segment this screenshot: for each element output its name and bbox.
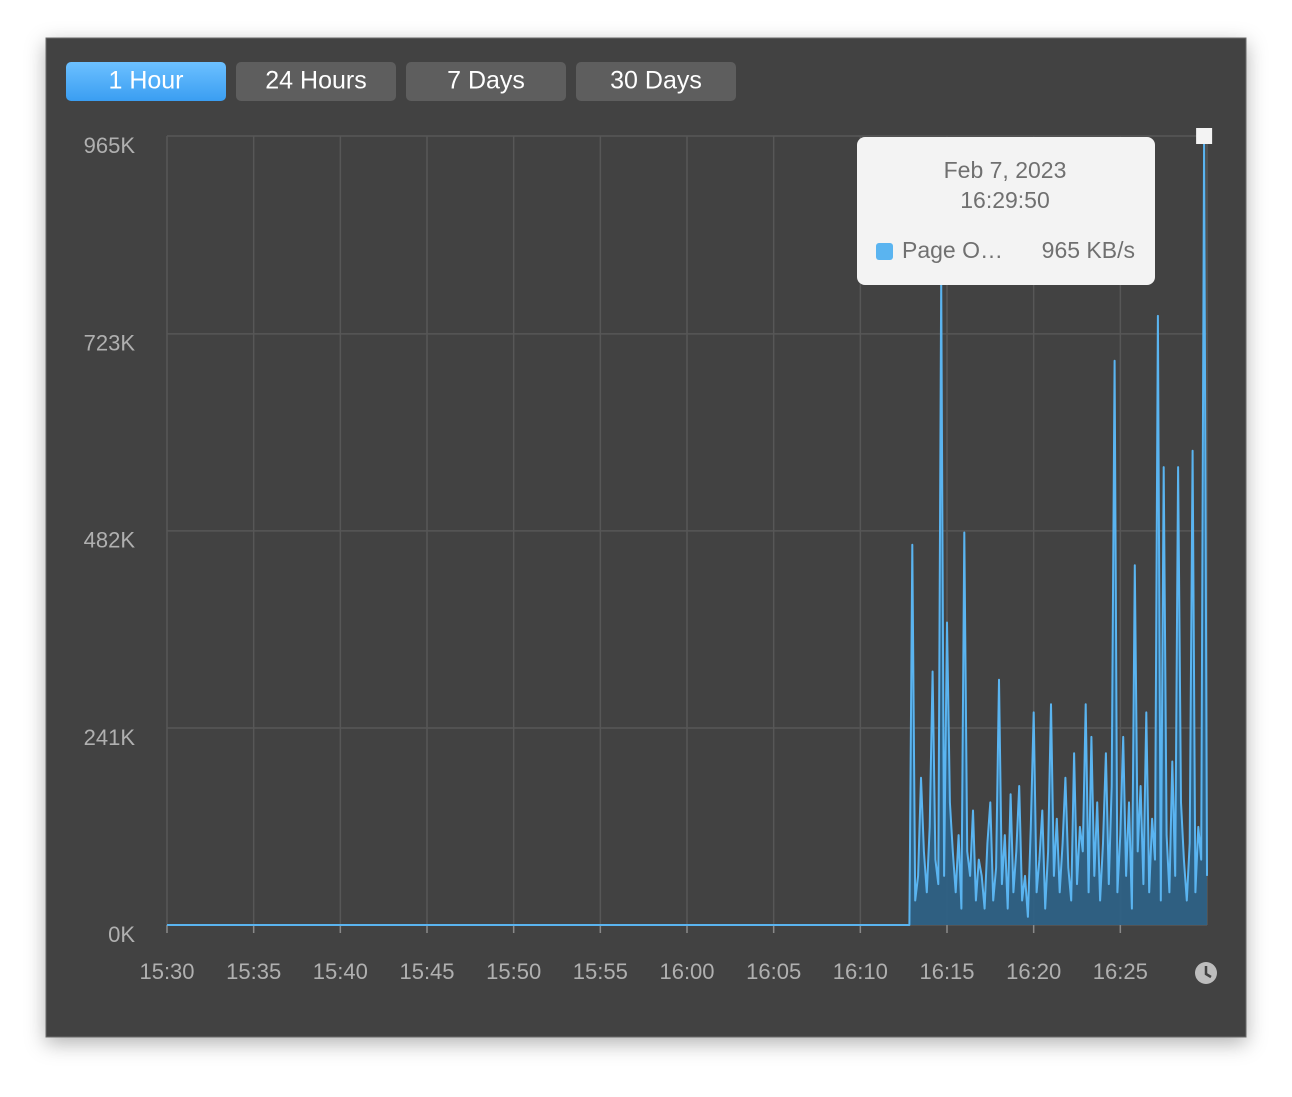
area <box>167 136 1207 925</box>
tooltip-time: 16:29:50 <box>960 187 1050 213</box>
y-tick-label: 965K <box>84 133 136 158</box>
button-label: 24 Hours <box>265 67 366 95</box>
tooltip-value: 965 KB/s <box>1042 237 1135 263</box>
button-label: 1 Hour <box>108 67 183 95</box>
tooltip-swatch <box>876 243 893 260</box>
button-label: 7 Days <box>447 67 525 95</box>
tooltip-date: Feb 7, 2023 <box>944 157 1067 183</box>
x-tick-label: 16:20 <box>1006 959 1061 984</box>
x-tick-label: 15:55 <box>573 959 628 984</box>
x-tick-label: 15:35 <box>226 959 281 984</box>
x-tick-label: 15:40 <box>313 959 368 984</box>
button-bg <box>406 62 566 101</box>
y-tick-label: 0K <box>108 922 135 947</box>
button-bg <box>236 62 396 101</box>
x-tick-label: 16:10 <box>833 959 888 984</box>
x-tick-label: 15:30 <box>139 959 194 984</box>
clock-icon <box>1195 962 1217 984</box>
range-button[interactable]: 1 Hour <box>66 62 226 101</box>
x-tick-label: 15:50 <box>486 959 541 984</box>
x-tick-label: 16:15 <box>919 959 974 984</box>
range-button[interactable]: 30 Days <box>576 62 736 101</box>
button-bg <box>576 62 736 101</box>
y-tick-label: 482K <box>84 528 136 553</box>
toolbar: 1 Hour 24 Hours 7 Days 30 Days <box>66 62 736 101</box>
button-label: 30 Days <box>610 67 702 95</box>
button-bg <box>66 62 226 101</box>
x-tick-label: 16:05 <box>746 959 801 984</box>
x-tick-label: 16:00 <box>659 959 714 984</box>
y-tick-label: 723K <box>84 331 136 356</box>
x-tick-label: 15:45 <box>399 959 454 984</box>
tooltip-series: Page O… <box>902 237 1003 263</box>
tooltip: Feb 7, 2023 16:29:50 Page O… 965 KB/s <box>857 137 1155 285</box>
range-button[interactable]: 24 Hours <box>236 62 396 101</box>
plot: 0K 241K 482K 723K 965K 15:30 15:35 15:40 15:45 15… <box>84 133 1208 984</box>
tooltip-box <box>857 137 1155 285</box>
x-tick-label: 16:25 <box>1093 959 1148 984</box>
line <box>167 135 1208 926</box>
range-button[interactable]: 7 Days <box>406 62 566 101</box>
y-tick-label: 241K <box>84 725 136 750</box>
hover-marker <box>1196 128 1213 144</box>
